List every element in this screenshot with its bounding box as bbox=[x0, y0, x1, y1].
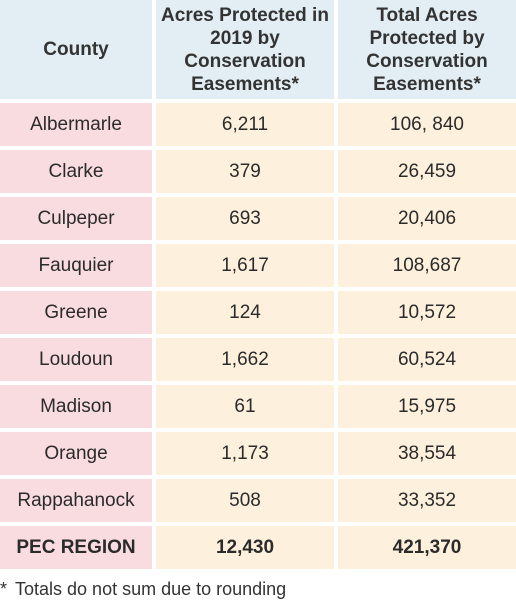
total-acres-cell: 10,572 bbox=[338, 291, 516, 334]
acres-2019-cell: 508 bbox=[156, 479, 334, 522]
acres-2019-cell: 124 bbox=[156, 291, 334, 334]
total-row: PEC REGION 12,430 421,370 bbox=[0, 526, 516, 569]
table-row: Albermarle 6,211 106, 840 bbox=[0, 103, 516, 146]
conservation-easement-table: County Acres Protected in 2019 by Conser… bbox=[0, 0, 516, 569]
total-acres-cell: 26,459 bbox=[338, 150, 516, 193]
table-row: Loudoun 1,662 60,524 bbox=[0, 338, 516, 381]
header-acres-2019: Acres Protected in 2019 by Conservation … bbox=[156, 0, 334, 99]
footnote-text: Totals do not sum due to rounding bbox=[15, 579, 287, 599]
county-cell: Fauquier bbox=[0, 244, 152, 287]
total-acres-overall-cell: 421,370 bbox=[338, 526, 516, 569]
total-acres-2019-cell: 12,430 bbox=[156, 526, 334, 569]
county-cell: Orange bbox=[0, 432, 152, 475]
footnote-marker: * bbox=[0, 579, 8, 599]
header-total-acres: Total Acres Protected by Conservation Ea… bbox=[338, 0, 516, 99]
county-cell: Madison bbox=[0, 385, 152, 428]
total-label-cell: PEC REGION bbox=[0, 526, 152, 569]
county-cell: Albermarle bbox=[0, 103, 152, 146]
acres-2019-cell: 1,617 bbox=[156, 244, 334, 287]
total-acres-cell: 106, 840 bbox=[338, 103, 516, 146]
total-acres-cell: 15,975 bbox=[338, 385, 516, 428]
county-cell: Culpeper bbox=[0, 197, 152, 240]
total-acres-cell: 20,406 bbox=[338, 197, 516, 240]
table-row: Orange 1,173 38,554 bbox=[0, 432, 516, 475]
acres-2019-cell: 61 bbox=[156, 385, 334, 428]
acres-2019-cell: 6,211 bbox=[156, 103, 334, 146]
county-cell: Greene bbox=[0, 291, 152, 334]
total-acres-cell: 60,524 bbox=[338, 338, 516, 381]
table-row: Rappahanock 508 33,352 bbox=[0, 479, 516, 522]
acres-2019-cell: 1,662 bbox=[156, 338, 334, 381]
header-row: County Acres Protected in 2019 by Conser… bbox=[0, 0, 516, 99]
table-row: Greene 124 10,572 bbox=[0, 291, 516, 334]
table-row: Madison 61 15,975 bbox=[0, 385, 516, 428]
acres-2019-cell: 1,173 bbox=[156, 432, 334, 475]
header-county: County bbox=[0, 0, 152, 99]
total-acres-cell: 38,554 bbox=[338, 432, 516, 475]
table-row: Culpeper 693 20,406 bbox=[0, 197, 516, 240]
county-cell: Loudoun bbox=[0, 338, 152, 381]
total-acres-cell: 108,687 bbox=[338, 244, 516, 287]
county-cell: Rappahanock bbox=[0, 479, 152, 522]
table-row: Clarke 379 26,459 bbox=[0, 150, 516, 193]
total-acres-cell: 33,352 bbox=[338, 479, 516, 522]
table-row: Fauquier 1,617 108,687 bbox=[0, 244, 516, 287]
acres-2019-cell: 693 bbox=[156, 197, 334, 240]
acres-2019-cell: 379 bbox=[156, 150, 334, 193]
county-cell: Clarke bbox=[0, 150, 152, 193]
footnote: * Totals do not sum due to rounding bbox=[0, 579, 286, 600]
